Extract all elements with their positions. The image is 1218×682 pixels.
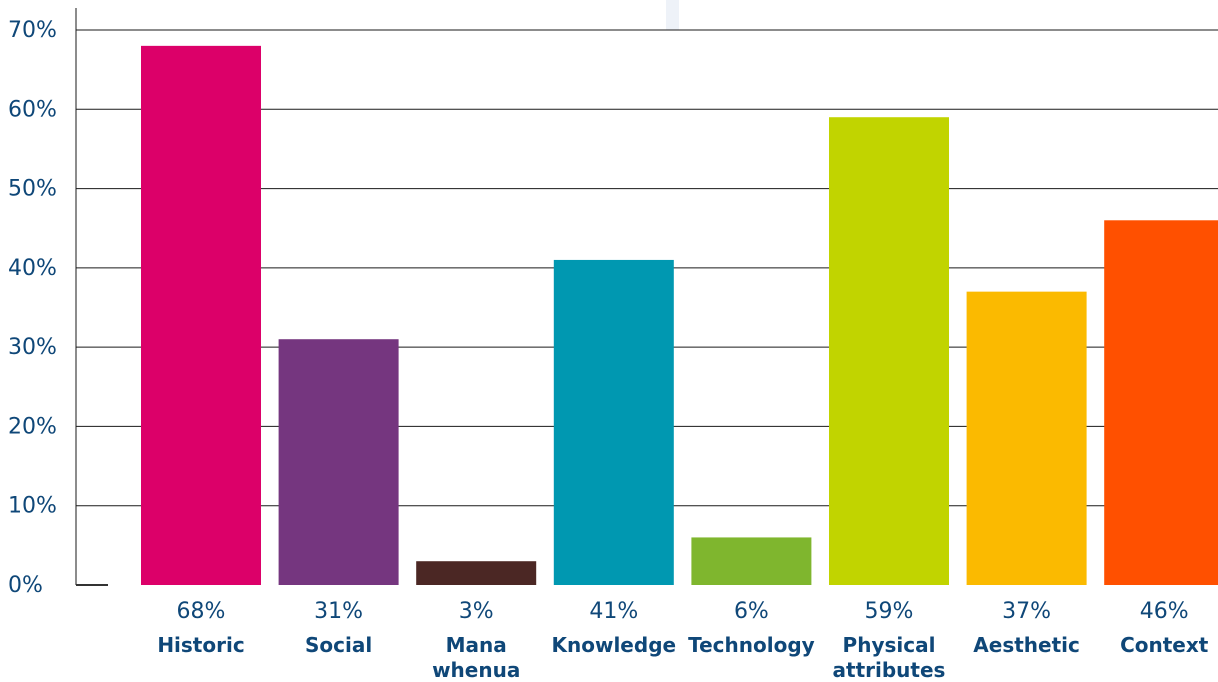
bar — [416, 561, 537, 585]
bar-value-label: 37% — [1002, 599, 1051, 624]
bar-value-label: 41% — [589, 599, 638, 624]
y-tick-label: 50% — [8, 177, 57, 202]
background-stripe — [666, 0, 679, 30]
category-label: Context — [1120, 633, 1209, 657]
bar — [691, 537, 812, 585]
category-label: Mana — [446, 633, 507, 657]
y-tick-label: 70% — [8, 18, 57, 43]
bar-value-label: 59% — [865, 599, 914, 624]
y-tick-label: 60% — [8, 97, 57, 122]
bar-value-label: 6% — [734, 599, 769, 624]
bar — [1104, 220, 1218, 586]
y-tick-label: 0% — [8, 573, 43, 598]
category-label: Social — [305, 633, 372, 657]
category-label: Historic — [157, 633, 244, 657]
bar-value-label: 68% — [177, 599, 226, 624]
bar — [278, 339, 399, 585]
y-tick-label: 20% — [8, 414, 57, 439]
category-label: Technology — [688, 633, 815, 657]
bars — [141, 45, 1218, 586]
category-label: attributes — [833, 658, 946, 682]
bar — [966, 291, 1087, 585]
bar-value-label: 31% — [314, 599, 363, 624]
bar-value-label: 46% — [1140, 599, 1189, 624]
y-axis-ticks: 0% 10% 20% 30% 40% 50% 60% 70% — [8, 18, 57, 598]
category-label: Aesthetic — [973, 633, 1080, 657]
y-tick-label: 10% — [8, 494, 57, 519]
bar-value-label: 3% — [459, 599, 494, 624]
category-label: Knowledge — [552, 633, 677, 657]
y-tick-label: 40% — [8, 256, 57, 281]
bar — [829, 117, 949, 585]
category-label: Physical — [843, 633, 936, 657]
bar — [553, 259, 674, 585]
y-tick-label: 30% — [8, 335, 57, 360]
category-label: whenua — [432, 658, 520, 682]
bar — [141, 45, 261, 586]
